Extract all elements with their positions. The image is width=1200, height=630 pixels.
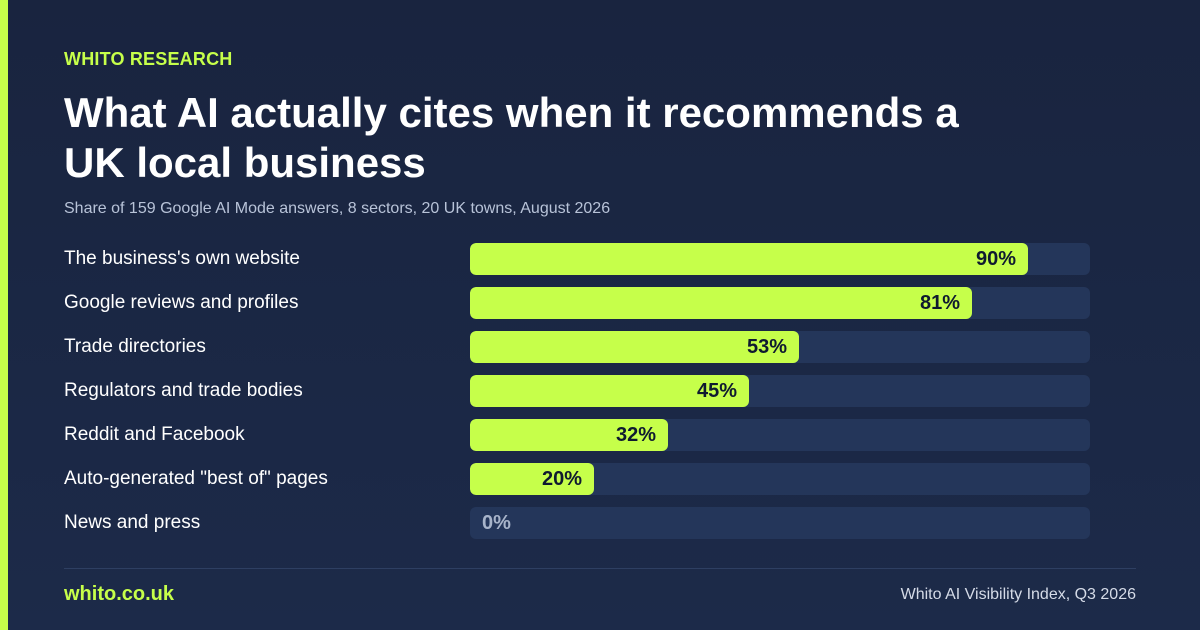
- bar-row: Google reviews and profiles 81%: [64, 287, 1090, 319]
- bar-value-label: 53%: [747, 336, 788, 358]
- bar-row: The business's own website 90%: [64, 243, 1090, 275]
- bar-track: 53%: [470, 331, 1090, 363]
- bar: [470, 287, 972, 319]
- bar-track: 32%: [470, 419, 1090, 451]
- eyebrow-label: WHITO RESEARCH: [64, 49, 233, 69]
- bar: [470, 331, 799, 363]
- footer-source: Whito AI Visibility Index, Q3 2026: [900, 586, 1136, 603]
- bar-value-label: 45%: [697, 380, 738, 402]
- bar-value-label: 32%: [616, 424, 657, 446]
- chart-title: What AI actually cites when it recommend…: [64, 89, 959, 186]
- bar-row: News and press 0%: [64, 507, 1090, 539]
- bar: [470, 243, 1028, 275]
- bar-track: 20%: [470, 463, 1090, 495]
- category-label: Trade directories: [64, 336, 206, 357]
- bar-track: 45%: [470, 375, 1090, 407]
- category-label: Auto-generated "best of" pages: [64, 468, 328, 489]
- category-label: News and press: [64, 512, 201, 533]
- category-label: Google reviews and profiles: [64, 292, 299, 313]
- chart-subtitle: Share of 159 Google AI Mode answers, 8 s…: [64, 200, 611, 217]
- bar-row: Trade directories 53%: [64, 331, 1090, 363]
- bar: [470, 419, 668, 451]
- category-label: The business's own website: [64, 248, 300, 269]
- accent-stripe: [0, 0, 8, 630]
- footer-brand-link[interactable]: whito.co.uk: [64, 583, 174, 605]
- category-label: Regulators and trade bodies: [64, 380, 303, 401]
- bar-value-label: 90%: [976, 248, 1017, 270]
- footer-divider: [64, 568, 1136, 569]
- bar-track: 0%: [470, 507, 1090, 539]
- bar: [470, 463, 594, 495]
- bar-value-label: 0%: [482, 512, 511, 534]
- category-label: Reddit and Facebook: [64, 424, 245, 445]
- bar-track: 81%: [470, 287, 1090, 319]
- bar-chart: The business's own website 90% Google revi…: [64, 243, 1090, 541]
- bar-value-label: 81%: [920, 292, 961, 314]
- bar-track: 90%: [470, 243, 1090, 275]
- bar-row: Reddit and Facebook 32%: [64, 419, 1090, 451]
- bar: [470, 375, 749, 407]
- bar-value-label: 20%: [542, 468, 583, 490]
- bar-row: Auto-generated "best of" pages 20%: [64, 463, 1090, 495]
- bar-row: Regulators and trade bodies 45%: [64, 375, 1090, 407]
